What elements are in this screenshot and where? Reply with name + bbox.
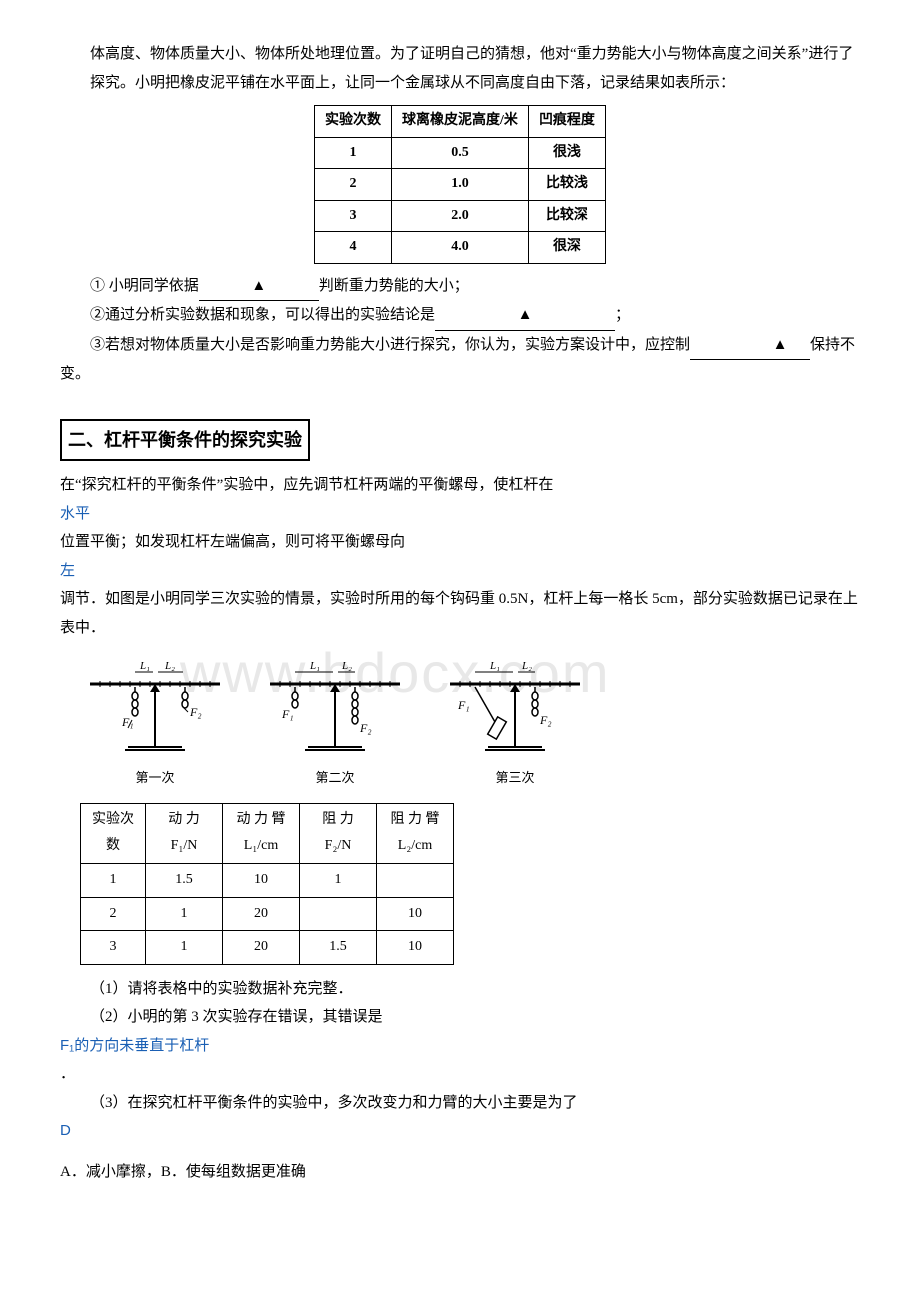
triangle-icon: ▲	[518, 301, 533, 330]
td: 2.0	[392, 200, 529, 232]
svg-text:F₂: F₂	[539, 713, 552, 727]
s2-p2: 位置平衡；如发现杠杆左端偏高，则可将平衡螺母向	[60, 528, 860, 557]
table-row: 4 4.0 很深	[315, 232, 606, 264]
lever-figures: L₁ L₂ F₁ F₂ 第一次	[80, 654, 860, 791]
td: 0.5	[392, 137, 529, 169]
svg-text:L₂: L₂	[164, 660, 175, 672]
svg-text:F₂: F₂	[359, 721, 372, 735]
td: 1	[81, 864, 146, 898]
svg-text:F₁: F₁	[281, 707, 294, 721]
td: 1.5	[300, 931, 377, 965]
td: 比较深	[528, 200, 605, 232]
q2-line: ②通过分析实验数据和现象，可以得出的实验结论是 ▲ ；	[60, 301, 860, 331]
svg-text:L₁: L₁	[309, 660, 320, 672]
svg-text:L₁: L₁	[489, 660, 500, 672]
lever-svg-1: L₁ L₂ F₁ F₂	[80, 654, 230, 764]
answer-3: F₁的方向未垂直于杠杆	[60, 1032, 860, 1061]
lever-svg-2: L₁ L₂ F₁ F₂	[260, 654, 410, 764]
answer-2: 左	[60, 557, 860, 586]
svg-text:F₁: F₁	[457, 698, 470, 712]
table-row: 3 1 20 1.5 10	[81, 931, 454, 965]
td: 3	[81, 931, 146, 965]
q2-text-a: ②通过分析实验数据和现象，可以得出的实验结论是	[90, 307, 435, 323]
svg-text:F₁: F₁	[121, 715, 134, 729]
s2-q3: （3）在探究杠杆平衡条件的实验中，多次改变力和力臂的大小主要是为了	[60, 1089, 860, 1118]
table-gravity-pe: 实验次数 球离橡皮泥高度/米 凹痕程度 1 0.5 很浅 2 1.0 比较浅 3…	[314, 105, 606, 264]
q1-text-b: 判断重力势能的大小；	[319, 278, 469, 294]
blank-fill: ▲	[199, 272, 319, 302]
s2-q1: （1）请将表格中的实验数据补充完整．	[60, 975, 860, 1004]
lever-svg-3: L₁ L₂ F₁ F₂	[440, 654, 590, 764]
th: 阻 力 臂 L₂/cm	[377, 803, 454, 863]
blank-fill: ▲	[690, 331, 810, 361]
td: 比较浅	[528, 169, 605, 201]
s2-p1: 在“探究杠杆的平衡条件”实验中，应先调节杠杆两端的平衡螺母，使杠杆在	[60, 471, 860, 500]
svg-text:L₁: L₁	[139, 660, 150, 672]
th: 动 力 F₁/N	[146, 803, 223, 863]
td: 1	[315, 137, 392, 169]
table-row: 实验次数 球离橡皮泥高度/米 凹痕程度	[315, 106, 606, 138]
th: 凹痕程度	[528, 106, 605, 138]
lever-caption-3: 第三次	[440, 766, 590, 791]
table-row: 2 1 20 10	[81, 897, 454, 931]
svg-text:F₂: F₂	[189, 705, 202, 719]
th: 球离橡皮泥高度/米	[392, 106, 529, 138]
td: 2	[81, 897, 146, 931]
td: 10	[377, 931, 454, 965]
answer-4: D	[60, 1117, 860, 1146]
lever-caption-2: 第二次	[260, 766, 410, 791]
s2-p3: 调节．如图是小明同学三次实验的情景，实验时所用的每个钩码重 0.5N，杠杆上每一…	[60, 585, 860, 642]
td: 1.0	[392, 169, 529, 201]
td: 4	[315, 232, 392, 264]
triangle-icon: ▲	[743, 331, 788, 360]
lever-fig-1: L₁ L₂ F₁ F₂ 第一次	[80, 654, 230, 791]
lever-fig-2: L₁ L₂ F₁ F₂ 第二次	[260, 654, 410, 791]
td: 20	[223, 897, 300, 931]
td: 20	[223, 931, 300, 965]
table-row: 3 2.0 比较深	[315, 200, 606, 232]
td: 3	[315, 200, 392, 232]
th: 阻 力 F₂/N	[300, 803, 377, 863]
period: ．	[60, 1060, 860, 1089]
td: 1	[300, 864, 377, 898]
triangle-icon: ▲	[251, 272, 266, 301]
q1-line: ① 小明同学依据 ▲ 判断重力势能的大小；	[60, 272, 860, 302]
td	[300, 897, 377, 931]
s2-q2: （2）小明的第 3 次实验存在错误，其错误是	[60, 1003, 860, 1032]
intro-paragraph: 体高度、物体质量大小、物体所处地理位置。为了证明自己的猜想，他对“重力势能大小与…	[60, 40, 860, 97]
blank-fill: ▲	[435, 301, 615, 331]
section-title: 二、杠杆平衡条件的探究实验	[60, 419, 310, 461]
td: 1	[146, 897, 223, 931]
svg-text:L₂: L₂	[521, 660, 532, 672]
q2-text-b: ；	[615, 307, 630, 323]
table-row: 1 0.5 很浅	[315, 137, 606, 169]
td	[377, 864, 454, 898]
svg-text:L₂: L₂	[341, 660, 352, 672]
th: 动 力 臂 L₁/cm	[223, 803, 300, 863]
td: 很深	[528, 232, 605, 264]
td: 1.5	[146, 864, 223, 898]
th: 实验次数	[315, 106, 392, 138]
td: 10	[223, 864, 300, 898]
td: 4.0	[392, 232, 529, 264]
td: 1	[146, 931, 223, 965]
td: 2	[315, 169, 392, 201]
th: 实验次数	[81, 803, 146, 863]
q3-text-a: ③若想对物体质量大小是否影响重力势能大小进行探究，你认为，实验方案设计中，应控制	[90, 337, 690, 353]
td: 10	[377, 897, 454, 931]
document-content: 体高度、物体质量大小、物体所处地理位置。为了证明自己的猜想，他对“重力势能大小与…	[60, 40, 860, 1186]
table-row: 1 1.5 10 1	[81, 864, 454, 898]
table-row: 2 1.0 比较浅	[315, 169, 606, 201]
lever-fig-3: L₁ L₂ F₁ F₂ 第三次	[440, 654, 590, 791]
intro-text: 体高度、物体质量大小、物体所处地理位置。为了证明自己的猜想，他对“重力势能大小与…	[90, 46, 853, 91]
q3-line: ③若想对物体质量大小是否影响重力势能大小进行探究，你认为，实验方案设计中，应控制…	[60, 331, 860, 389]
s2-options: A．减小摩擦，B．使每组数据更准确	[60, 1158, 860, 1187]
answer-1: 水平	[60, 500, 860, 529]
td: 很浅	[528, 137, 605, 169]
q1-text-a: ① 小明同学依据	[90, 278, 199, 294]
table-lever-data: 实验次数 动 力 F₁/N 动 力 臂 L₁/cm 阻 力 F₂/N 阻 力 臂…	[80, 803, 454, 965]
table-row: 实验次数 动 力 F₁/N 动 力 臂 L₁/cm 阻 力 F₂/N 阻 力 臂…	[81, 803, 454, 863]
lever-caption-1: 第一次	[80, 766, 230, 791]
